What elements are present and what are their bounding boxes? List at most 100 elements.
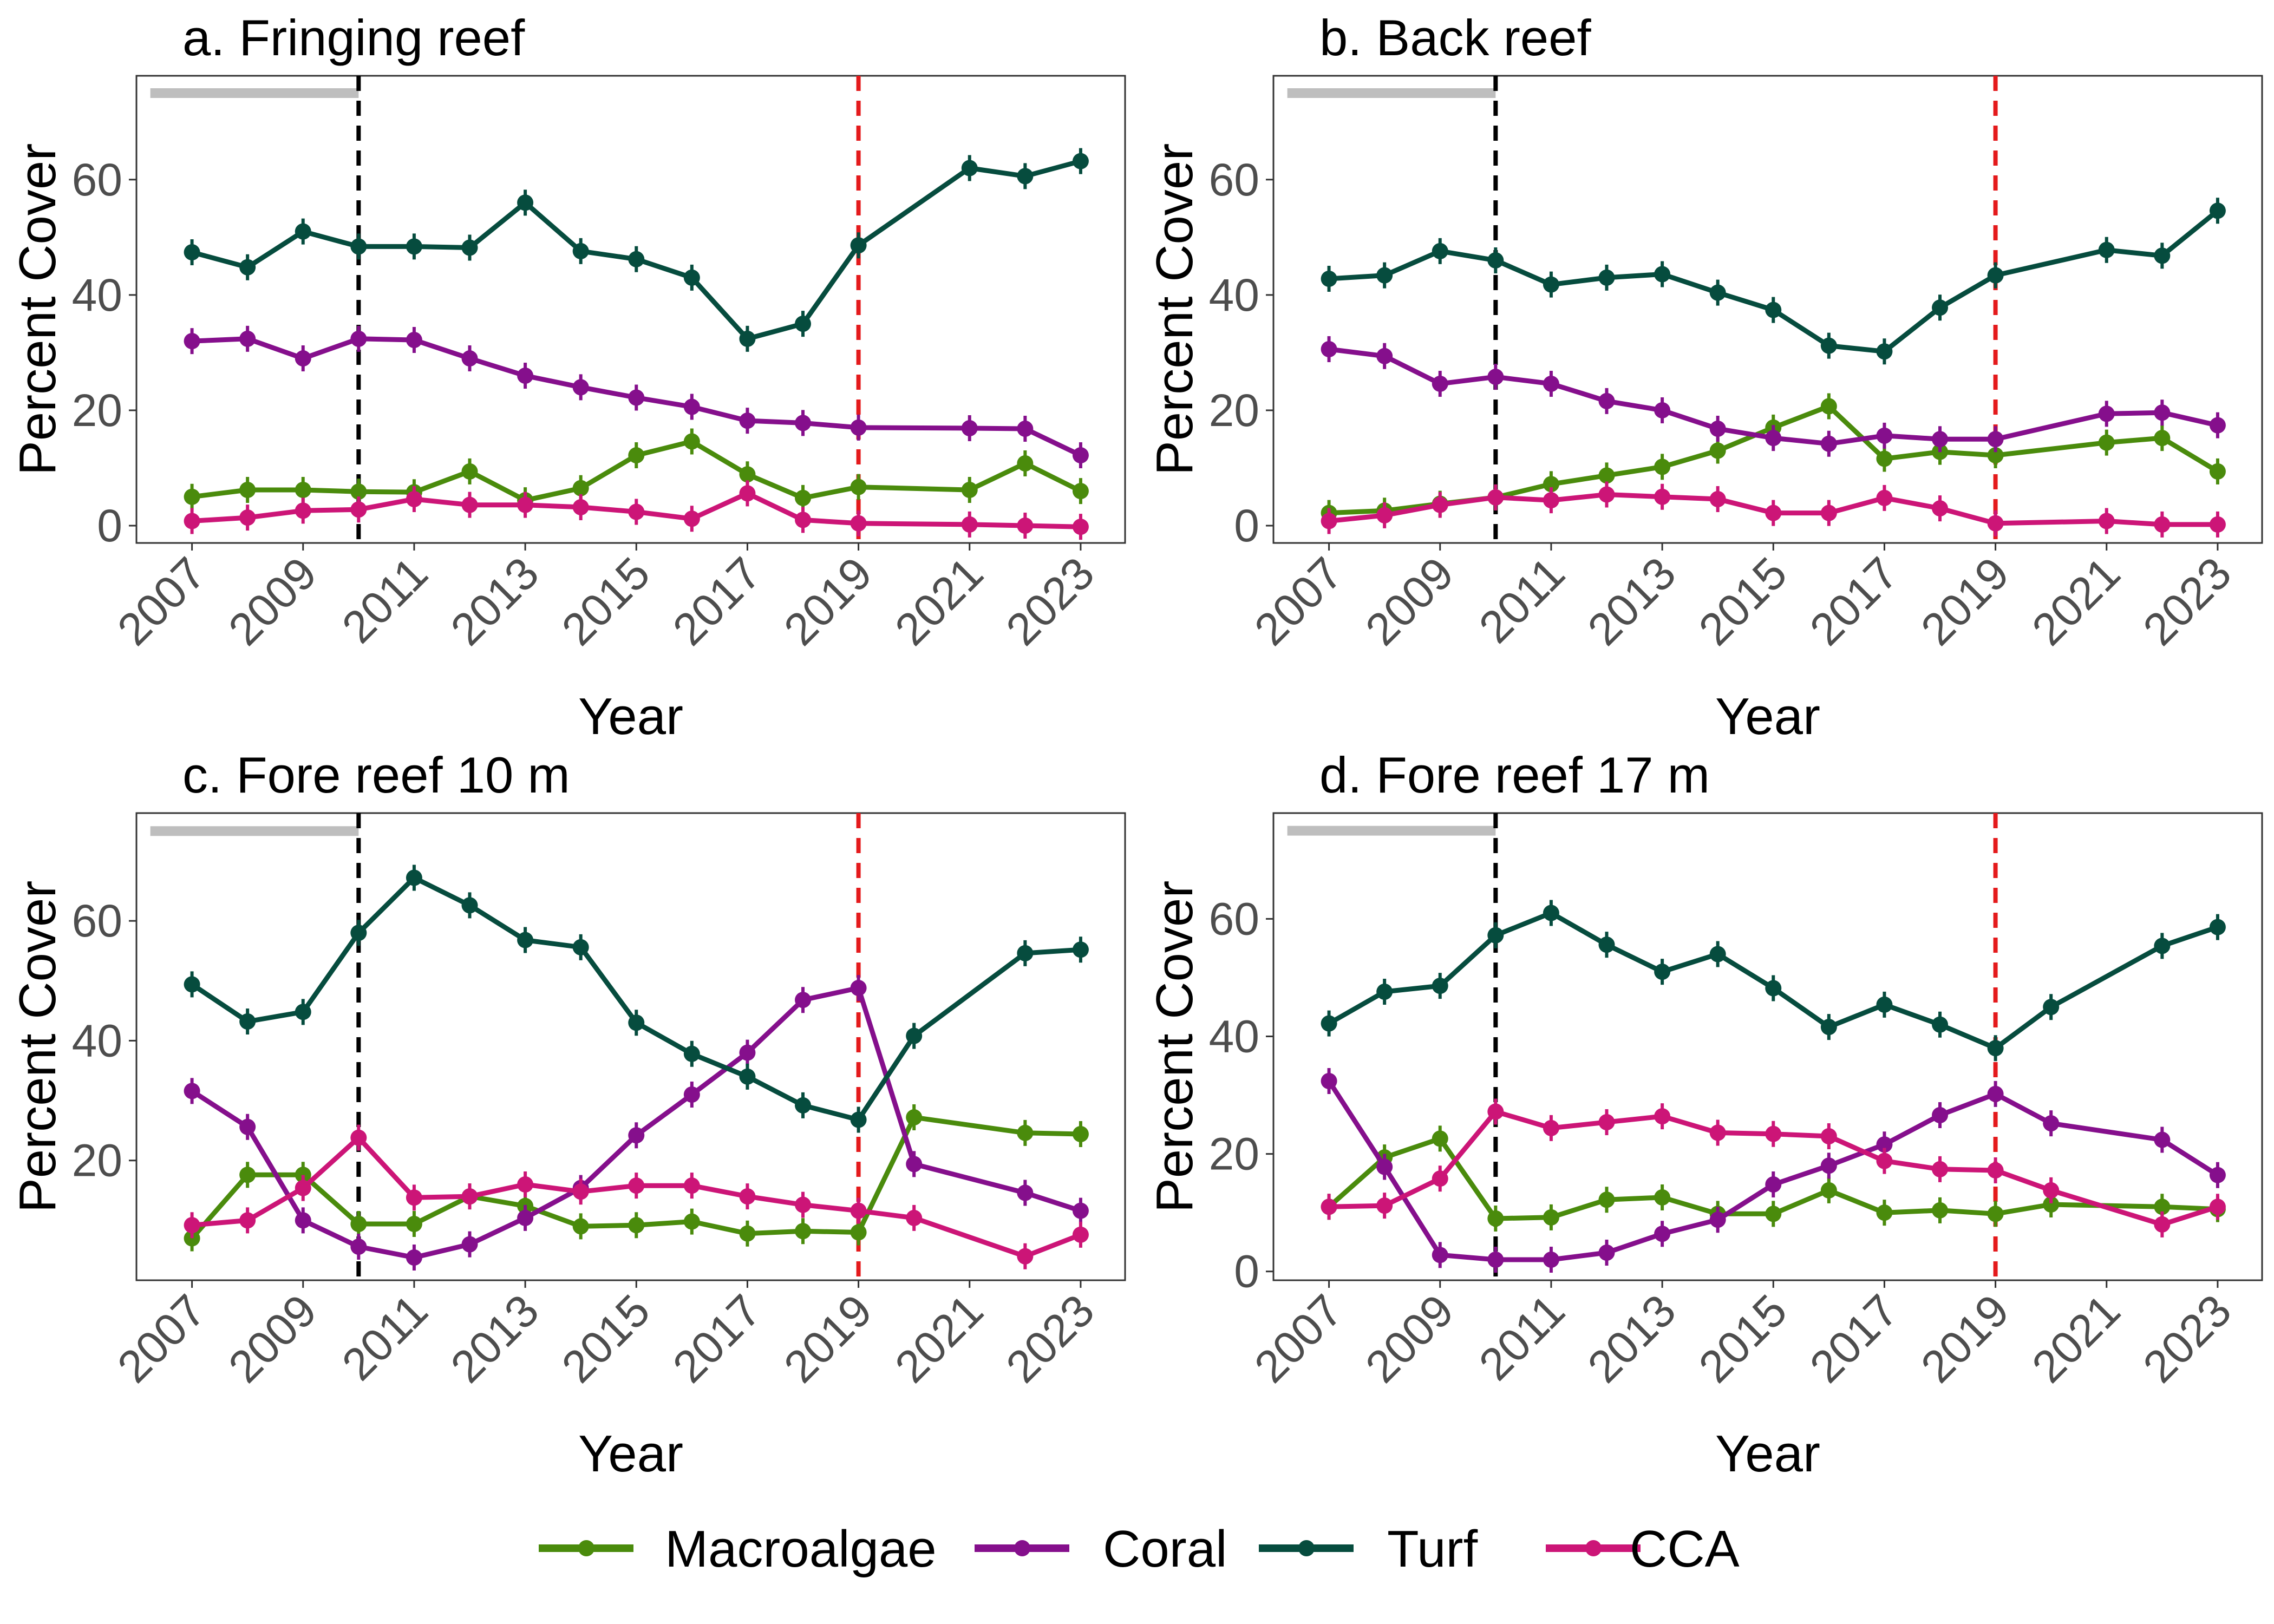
data-point xyxy=(461,496,478,513)
series-turf xyxy=(184,148,1089,352)
data-point xyxy=(1820,1157,1837,1174)
data-point xyxy=(1820,1019,1837,1036)
legend-key-point xyxy=(1298,1540,1315,1556)
plot-frame xyxy=(1272,75,2263,544)
series-cca xyxy=(1321,481,2226,538)
data-point xyxy=(1017,945,1034,961)
panel-1: a. Fringing reef Percent Cover Year 0 20 40 60… xyxy=(9,9,1126,745)
panels: a. Fringing reef Percent Cover Year 0 20 40 60… xyxy=(9,9,2263,1483)
data-point xyxy=(1876,343,1893,360)
x-axis-label: Year xyxy=(1715,1425,1820,1483)
data-point xyxy=(1487,369,1504,385)
data-point xyxy=(517,368,534,384)
data-point xyxy=(1876,1204,1893,1221)
y-tick-label: 0 xyxy=(1234,500,1259,551)
x-tick-label: 2021 xyxy=(2022,1285,2130,1392)
y-tick-label: 40 xyxy=(1209,270,1259,320)
data-point xyxy=(1432,1247,1448,1263)
data-point xyxy=(683,510,700,527)
data-point xyxy=(1543,492,1559,509)
data-point xyxy=(239,1167,256,1183)
data-point xyxy=(1876,996,1893,1013)
data-point xyxy=(184,1083,200,1099)
data-point xyxy=(850,980,867,997)
data-point xyxy=(1432,243,1448,259)
data-point xyxy=(628,389,645,406)
data-point xyxy=(1987,431,2004,448)
data-point xyxy=(1765,505,1782,521)
plot-frame xyxy=(135,812,1126,1281)
series-line xyxy=(191,159,1082,342)
y-tick-label: 20 xyxy=(72,1135,122,1186)
data-point xyxy=(1017,1124,1034,1141)
y-tick-label: 20 xyxy=(1209,385,1259,436)
data-point xyxy=(850,1202,867,1219)
data-point xyxy=(517,194,534,211)
data-point xyxy=(2154,1216,2171,1233)
data-point xyxy=(517,1176,534,1193)
data-point xyxy=(1072,483,1089,500)
data-point xyxy=(1654,1108,1671,1125)
data-point xyxy=(350,501,367,518)
data-point xyxy=(350,483,367,500)
data-point xyxy=(795,512,812,528)
data-point xyxy=(1987,1085,2004,1102)
data-point xyxy=(795,1196,812,1213)
data-point xyxy=(1376,507,1393,523)
x-tick-label: 2015 xyxy=(1689,547,1796,655)
data-point xyxy=(2209,1167,2226,1183)
data-point xyxy=(1072,153,1089,169)
data-point xyxy=(850,1224,867,1241)
data-point xyxy=(1932,500,1949,517)
data-point xyxy=(1432,1130,1448,1147)
data-point xyxy=(2154,516,2171,533)
data-point xyxy=(2209,202,2226,219)
data-point xyxy=(1987,1162,2004,1179)
data-point xyxy=(406,238,422,255)
data-point xyxy=(1932,431,1949,448)
x-tick-label: 2017 xyxy=(663,547,771,655)
series-line xyxy=(1329,208,2219,354)
data-point xyxy=(1709,491,1726,508)
data-point xyxy=(1543,476,1559,493)
data-point xyxy=(1598,486,1615,503)
data-point xyxy=(295,350,311,367)
data-point xyxy=(1072,1126,1089,1143)
data-point xyxy=(1932,1016,1949,1033)
data-point xyxy=(628,251,645,267)
data-point xyxy=(350,1239,367,1255)
data-point xyxy=(1376,1197,1393,1214)
panel-title: b. Back reef xyxy=(1319,9,1591,66)
data-point xyxy=(683,1177,700,1194)
data-point xyxy=(1321,1073,1337,1090)
legend-item-cca: CCA xyxy=(1546,1520,1740,1578)
data-point xyxy=(683,1045,700,1062)
y-axis-label: Percent Cover xyxy=(1146,143,1204,476)
x-axis-label: Year xyxy=(578,687,683,745)
series-line xyxy=(192,1135,1082,1259)
y-tick-label: 40 xyxy=(72,270,122,320)
legend-label: Macroalgae xyxy=(665,1520,937,1578)
data-point xyxy=(239,509,256,526)
data-point xyxy=(1709,1212,1726,1228)
data-point xyxy=(350,330,367,347)
data-point xyxy=(1017,1248,1034,1265)
x-tick-label: 2013 xyxy=(441,547,548,655)
data-point xyxy=(2043,999,2060,1016)
data-point xyxy=(628,503,645,520)
x-axis-label: Year xyxy=(578,1425,683,1483)
x-tick-label: 2013 xyxy=(1578,547,1685,655)
data-point xyxy=(184,513,200,529)
data-point xyxy=(517,496,534,513)
panel-3: c. Fore reef 10 m Percent Cover Year 20 40 60… xyxy=(9,746,1126,1483)
data-point xyxy=(795,316,812,332)
panel-4: d. Fore reef 17 m Percent Cover Year 0 20 40 6… xyxy=(1146,746,2263,1483)
data-point xyxy=(1987,515,2004,532)
series-cca xyxy=(1321,1098,2226,1237)
data-point xyxy=(1987,1040,2004,1057)
panel-title: d. Fore reef 17 m xyxy=(1319,746,1710,803)
data-point xyxy=(1709,442,1726,459)
x-tick-label: 2023 xyxy=(2133,547,2241,655)
series-cca xyxy=(184,1124,1089,1269)
x-tick-label: 2023 xyxy=(996,547,1104,655)
